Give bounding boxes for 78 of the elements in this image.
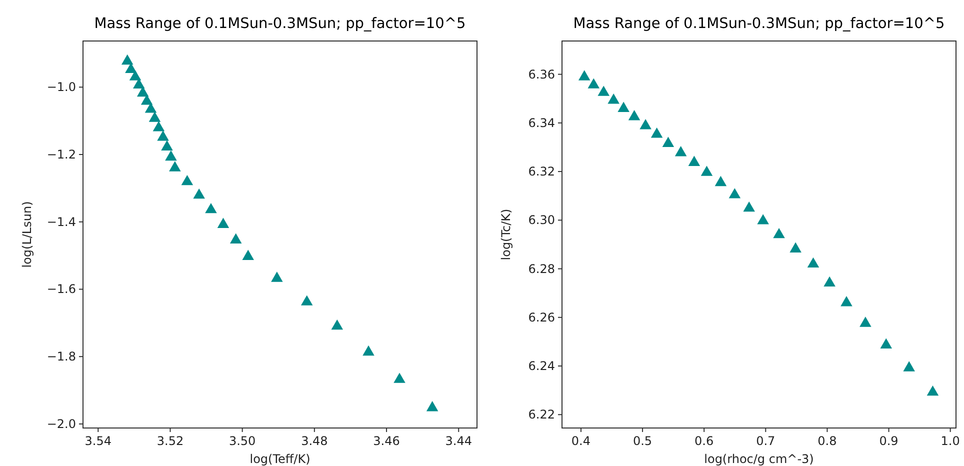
point: [688, 156, 700, 166]
point: [157, 130, 169, 141]
point: [300, 295, 313, 306]
point: [129, 70, 142, 80]
point: [650, 128, 663, 138]
y-tick-label: 6.34: [528, 116, 555, 130]
y-tick-label: −1.0: [46, 80, 76, 94]
point: [700, 166, 713, 176]
x-tick-label: 0.8: [818, 434, 837, 448]
x-tick-label: 3.52: [156, 434, 184, 448]
point: [394, 372, 406, 383]
y-tick-label: 6.22: [528, 408, 555, 422]
point: [193, 188, 205, 199]
point: [362, 345, 374, 356]
point: [578, 70, 590, 80]
point: [714, 176, 727, 186]
point: [662, 136, 674, 147]
y-axis-title: log(Tc/K): [499, 208, 513, 260]
point: [618, 102, 630, 112]
x-axis-title: log(rhoc/g cm^-3): [704, 452, 814, 466]
y-tick-label: −1.4: [46, 214, 76, 229]
x-tick-label: 3.44: [445, 434, 472, 448]
y-tick-label: 6.32: [528, 164, 555, 179]
point: [181, 174, 194, 186]
y-tick-label: −2.0: [46, 416, 76, 431]
chart-title: Mass Range of 0.1MSun-0.3MSun; pp_factor=10^5: [573, 16, 945, 32]
y-tick-label: −1.2: [46, 148, 76, 162]
point: [628, 110, 640, 120]
x-axis-title: log(Teff/K): [250, 452, 310, 466]
point: [903, 361, 915, 372]
y-tick-label: −1.6: [46, 282, 76, 296]
x-tick-label: 3.54: [84, 434, 112, 448]
point: [743, 201, 755, 212]
x-tick-label: 3.46: [373, 434, 400, 448]
point: [165, 150, 177, 161]
point: [121, 54, 134, 65]
point: [640, 119, 652, 130]
point: [860, 316, 872, 327]
point: [161, 140, 173, 150]
point: [773, 228, 785, 238]
x-tick-label: 0.5: [632, 434, 652, 448]
point: [728, 188, 741, 198]
point: [152, 121, 165, 132]
x-tick-label: 3.50: [228, 434, 256, 448]
y-tick-label: 6.24: [528, 359, 555, 374]
y-tick-label: 6.26: [528, 310, 555, 324]
point: [426, 400, 438, 412]
y-tick-label: −1.8: [46, 350, 76, 364]
point: [790, 242, 802, 252]
x-tick-label: 0.4: [571, 434, 591, 448]
point: [205, 202, 217, 214]
point: [608, 94, 620, 104]
x-tick-label: 1.0: [940, 434, 960, 448]
point: [674, 146, 687, 156]
x-tick-label: 0.9: [879, 434, 898, 448]
y-tick-label: 6.36: [528, 67, 555, 82]
point: [331, 319, 344, 330]
point: [271, 272, 283, 282]
point: [217, 218, 230, 228]
point: [230, 233, 242, 244]
point: [824, 276, 836, 287]
point: [926, 385, 939, 396]
point: [169, 161, 181, 172]
point: [880, 338, 892, 349]
x-tick-label: 0.7: [756, 434, 776, 448]
point: [242, 250, 254, 260]
x-tick-label: 3.48: [301, 434, 328, 448]
point: [840, 296, 852, 306]
point: [807, 257, 820, 268]
point: [588, 78, 600, 88]
point: [148, 112, 161, 122]
point: [757, 214, 769, 224]
y-tick-label: 6.28: [528, 262, 555, 276]
y-tick-label: 6.30: [528, 213, 555, 228]
chart-title: Mass Range of 0.1MSun-0.3MSun; pp_factor=10^5: [94, 16, 466, 32]
point: [598, 86, 610, 96]
x-tick-label: 0.6: [694, 434, 714, 448]
y-axis-title: log(L/Lsun): [20, 201, 34, 268]
